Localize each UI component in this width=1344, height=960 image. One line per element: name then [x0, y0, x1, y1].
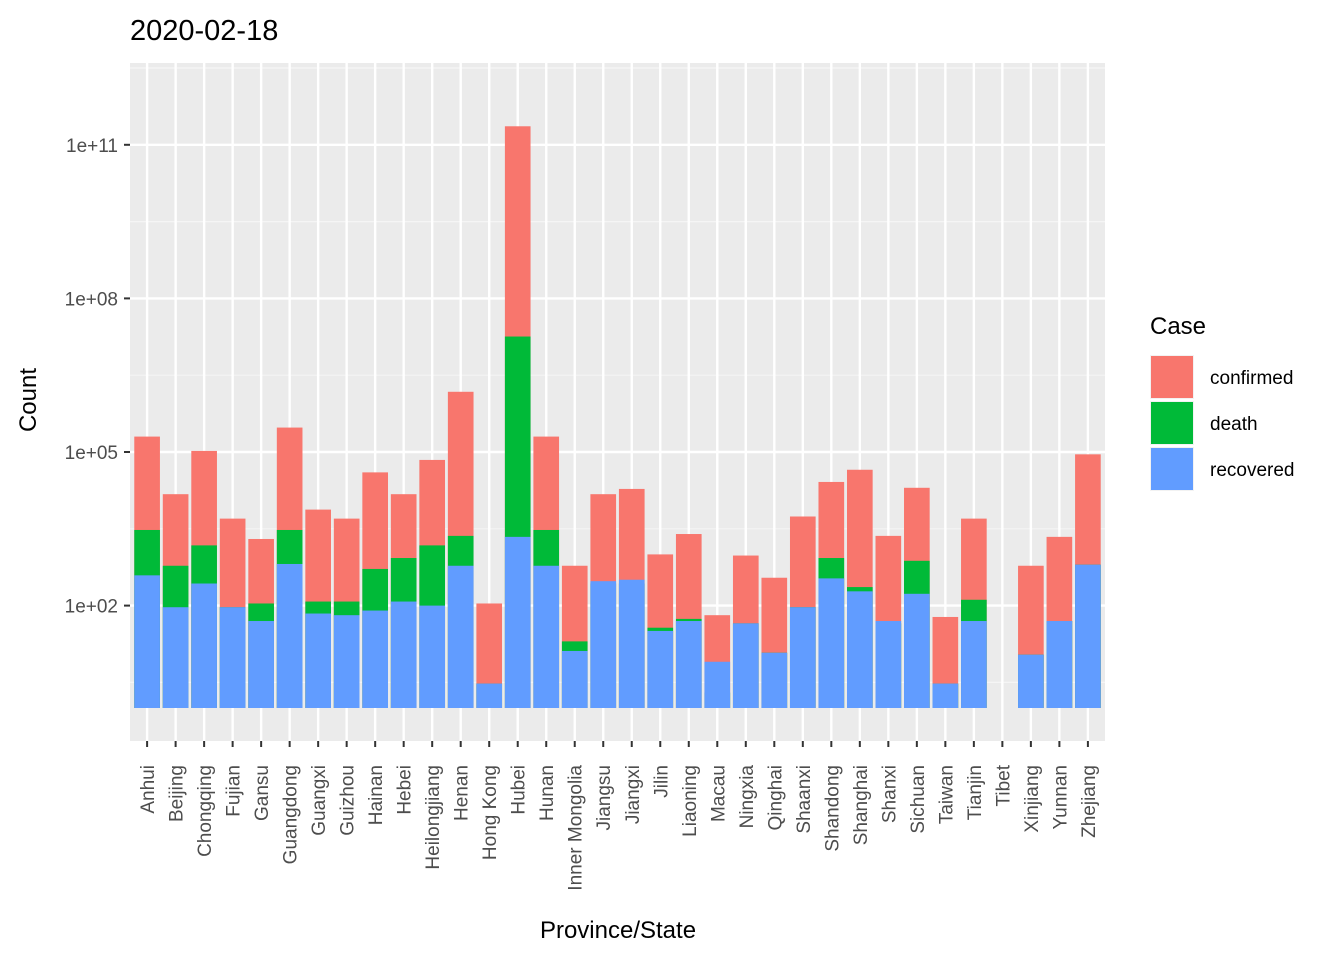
- x-tick-label: Liaoning: [680, 765, 701, 837]
- x-tick-label: Jilin: [651, 765, 672, 798]
- bar-recovered-liaoning: [675, 621, 702, 708]
- y-tick-label: 1e+08: [65, 289, 118, 310]
- bar-recovered-hong-kong: [476, 683, 503, 708]
- bar-recovered-sichuan: [904, 593, 930, 708]
- bar-recovered-taiwan: [932, 683, 959, 708]
- bar-recovered-shanxi: [875, 621, 902, 708]
- x-tick-label: Inner Mongolia: [566, 765, 587, 891]
- x-axis: Anhui Beijing Chongqing Fujian Gansu Guangdon…: [138, 741, 1100, 891]
- y-tick-label: 1e+11: [66, 136, 118, 157]
- x-tick-label: Gansu: [252, 765, 273, 821]
- bar-recovered-chongqing: [191, 583, 217, 708]
- bar-recovered-gansu: [248, 621, 274, 708]
- bar-recovered-jiangxi: [618, 579, 645, 708]
- bar-recovered-guangxi: [305, 613, 331, 708]
- bar-recovered-shandong: [818, 578, 845, 708]
- x-tick-label: Ningxia: [737, 765, 758, 829]
- y-tick-label: 1e+02: [65, 597, 118, 618]
- x-tick-label: Sichuan: [908, 765, 929, 834]
- x-tick-label: Tianjin: [965, 765, 986, 820]
- x-tick-label: Taiwan: [936, 765, 957, 824]
- y-axis: 1e+02 1e+05 1e+08 1e+11: [65, 136, 130, 618]
- bar-recovered-anhui: [134, 575, 160, 708]
- x-tick-label: Macau: [708, 765, 729, 822]
- x-tick-label: Jiangxi: [623, 765, 644, 824]
- bar-recovered-hubei: [504, 536, 531, 708]
- x-tick-label: Xinjiang: [1022, 765, 1043, 833]
- x-tick-label: Heilongjiang: [423, 765, 444, 870]
- bar-recovered-shaanxi: [789, 607, 816, 708]
- bar-recovered-guizhou: [333, 615, 360, 708]
- bar-recovered-qinghai: [761, 652, 788, 708]
- bar-recovered-xinjiang: [1018, 654, 1044, 708]
- legend-label-recovered: recovered: [1210, 460, 1295, 481]
- x-tick-label: Hubei: [509, 765, 530, 815]
- x-tick-label: Hebei: [395, 765, 416, 815]
- bar-recovered-shanghai: [846, 591, 873, 708]
- bar-recovered-jilin: [647, 630, 674, 708]
- legend-label-confirmed: confirmed: [1210, 368, 1293, 389]
- panel-background: [130, 63, 1105, 741]
- bar-recovered-fujian: [219, 607, 246, 708]
- x-tick-label: Shaanxi: [794, 765, 815, 834]
- bar-recovered-jiangsu: [590, 581, 617, 708]
- x-tick-label: Chongqing: [195, 765, 216, 857]
- legend-title: Case: [1150, 313, 1206, 340]
- x-tick-label: Guizhou: [338, 765, 359, 836]
- legend-label-death: death: [1210, 414, 1258, 435]
- x-tick-label: Hong Kong: [480, 765, 501, 860]
- x-tick-label: Yunnan: [1050, 765, 1071, 829]
- bar-recovered-hunan: [533, 565, 560, 708]
- bar-recovered-beijing: [162, 607, 189, 708]
- y-tick-label: 1e+05: [65, 443, 118, 464]
- bar-recovered-henan: [447, 565, 474, 708]
- x-tick-label: Guangdong: [281, 765, 302, 864]
- x-tick-label: Anhui: [138, 765, 159, 814]
- bar-recovered-ningxia: [732, 623, 759, 708]
- x-tick-label: Shanghai: [851, 765, 872, 845]
- legend-swatch-recovered: [1151, 448, 1193, 490]
- x-tick-label: Qinghai: [765, 765, 786, 831]
- bar-recovered-yunnan: [1046, 621, 1073, 708]
- x-tick-label: Shanxi: [879, 765, 900, 823]
- x-tick-label: Henan: [452, 765, 473, 821]
- chart-title: 2020-02-18: [130, 15, 278, 47]
- x-axis-title: Province/State: [540, 917, 696, 944]
- legend: Case confirmed death recovered: [1150, 313, 1295, 491]
- legend-swatch-confirmed: [1151, 356, 1193, 398]
- bar-recovered-hebei: [390, 601, 417, 708]
- bar-recovered-zhejiang: [1075, 564, 1101, 708]
- x-tick-label: Hunan: [537, 765, 558, 821]
- x-tick-label: Fujian: [224, 765, 245, 817]
- x-tick-label: Zhejiang: [1079, 765, 1100, 838]
- legend-swatch-death: [1151, 402, 1193, 444]
- bar-recovered-heilongjiang: [419, 605, 446, 708]
- plot-panel: [130, 63, 1105, 741]
- x-tick-label: Guangxi: [309, 765, 330, 836]
- x-tick-label: Tibet: [993, 764, 1014, 806]
- x-tick-label: Beijing: [167, 765, 188, 822]
- bar-recovered-macau: [704, 661, 731, 708]
- x-tick-label: Jiangsu: [594, 765, 615, 831]
- bar-recovered-inner-mongolia: [561, 650, 588, 708]
- bar-recovered-hainan: [362, 610, 389, 708]
- bars: [134, 126, 1101, 708]
- bar-recovered-guangdong: [276, 563, 303, 708]
- y-axis-title: Count: [15, 368, 42, 432]
- bar-recovered-tianjin: [961, 621, 987, 708]
- x-tick-label: Hainan: [366, 765, 387, 825]
- x-tick-label: Shandong: [822, 765, 843, 852]
